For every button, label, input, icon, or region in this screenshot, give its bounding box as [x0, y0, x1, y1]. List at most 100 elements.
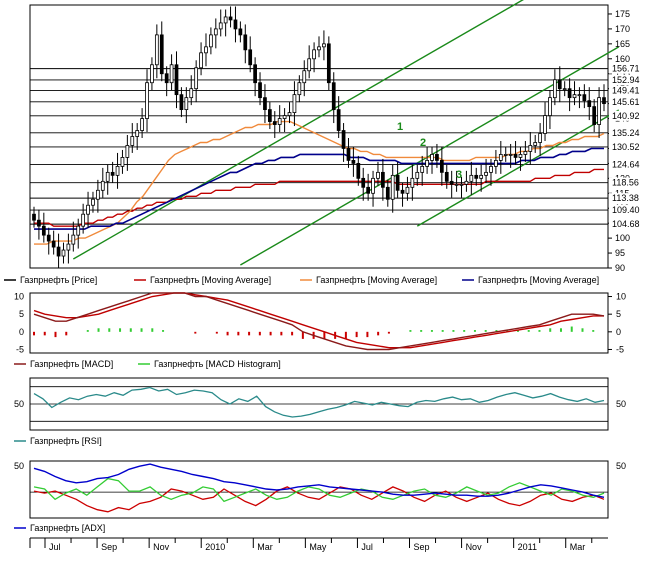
price-level-box: [609, 219, 649, 230]
macd-tick-label-left: 10: [14, 292, 24, 302]
macd-panel: [29, 292, 609, 354]
candle-body: [150, 64, 154, 84]
price-level-label: 152.94: [612, 75, 640, 85]
candle-body: [346, 148, 351, 161]
price-level-label: 135.24: [612, 128, 640, 138]
legend-ma-orange: Газпрнефть [Moving Average]: [316, 275, 437, 285]
candle-body: [76, 225, 81, 236]
candle-body: [567, 88, 572, 99]
candle-body: [474, 174, 479, 179]
time-tick-label: 2011: [518, 542, 537, 552]
candle-body: [238, 28, 243, 36]
macd-tick-label-left: 0: [19, 327, 24, 337]
legend-adx: Газпрнефть [ADX]: [30, 523, 105, 533]
price-tick-label: 100: [615, 233, 630, 243]
candle-body: [115, 165, 120, 176]
candle-body: [553, 79, 557, 99]
price-legend: Газпрнефть [Price] Газпрнефть [Moving Av…: [4, 275, 599, 285]
candle-body: [61, 249, 66, 257]
time-tick-label: Jul: [49, 542, 61, 552]
candle-body: [159, 34, 164, 75]
price-level-box: [609, 205, 649, 216]
candle-body: [479, 174, 484, 179]
candle-body: [459, 183, 464, 186]
candle-body: [277, 118, 282, 125]
candle-body: [253, 64, 257, 84]
candle-body: [400, 189, 405, 194]
candle-body: [312, 49, 316, 60]
price-gridlines: [30, 68, 608, 225]
channel-line-3: [416, 109, 620, 227]
candle-body: [189, 88, 194, 99]
candle-body: [96, 189, 100, 200]
candle-body: [302, 70, 307, 84]
price-level-box: [609, 63, 649, 74]
candle-body: [528, 145, 533, 152]
candle-body: [439, 160, 444, 173]
candle-body: [508, 154, 513, 156]
price-tick-label: 170: [615, 24, 630, 34]
rsi-legend: Газпрнефть [RSI]: [14, 436, 102, 446]
candle-body: [449, 180, 454, 185]
price-level-label: 156.71: [612, 64, 640, 74]
legend-ma-red: Газпрнефть [Moving Average]: [150, 275, 271, 285]
candle-body: [331, 82, 336, 111]
candle-body: [336, 109, 341, 131]
candle-body: [381, 171, 385, 188]
candle-body: [179, 94, 184, 111]
candle-body: [56, 246, 61, 257]
macd-tick-label-left: 5: [19, 309, 24, 319]
candle-body: [37, 219, 41, 227]
candle-body: [366, 186, 370, 194]
candle-body: [533, 142, 538, 146]
candle-body: [130, 136, 135, 146]
price-level-label: 149.41: [612, 85, 640, 95]
price-level-label: 130.52: [612, 142, 640, 152]
candle-body: [562, 88, 567, 91]
candle-body: [469, 174, 474, 182]
candle-body: [597, 97, 601, 125]
adx-series: [30, 463, 608, 513]
price-tick-label: 90: [615, 263, 625, 273]
candle-body: [587, 100, 592, 108]
candle-body: [410, 177, 415, 188]
candle-body: [317, 46, 321, 51]
candle-body: [356, 162, 361, 179]
candle-body: [390, 174, 395, 200]
candle-body: [361, 177, 366, 188]
ma-blue-line: [34, 147, 604, 230]
candle-body: [32, 213, 36, 221]
channel-number-labels: 1 2 3: [397, 121, 462, 181]
candle-body: [228, 16, 233, 21]
price-level-box: [609, 193, 649, 204]
candle-body: [405, 186, 410, 194]
rsi-series: [30, 386, 608, 422]
channel-label-2: 2: [420, 137, 426, 149]
price-level-label: 113.38: [612, 193, 639, 203]
candle-body: [268, 109, 272, 122]
macd-tick-label-right: -5: [616, 344, 624, 354]
candle-body: [592, 106, 597, 125]
di-plus-line: [33, 477, 605, 503]
candle-body: [287, 112, 292, 116]
legend-macd-histogram: Газпрнефть [MACD Histogram]: [154, 359, 281, 369]
price-tick-label: 95: [615, 248, 625, 258]
candle-body: [523, 151, 528, 155]
adx-y-axis: 50 50: [14, 461, 626, 471]
candle-body: [243, 34, 248, 51]
legend-price: Газпрнефть [Price]: [20, 275, 97, 285]
candle-body: [204, 46, 208, 54]
channel-label-1: 1: [397, 121, 403, 133]
candle-body: [258, 82, 262, 99]
candle-body: [184, 97, 189, 111]
time-tick-label: Mar: [570, 542, 586, 552]
candle-body: [489, 165, 493, 173]
candle-body: [91, 198, 95, 206]
channel-line-1: [72, 0, 524, 260]
price-tick-label: 165: [615, 39, 630, 49]
candle-body: [322, 43, 326, 48]
candle-body: [435, 154, 439, 161]
candle-body: [557, 79, 562, 90]
candle-body: [376, 171, 380, 179]
candle-body: [154, 34, 159, 66]
